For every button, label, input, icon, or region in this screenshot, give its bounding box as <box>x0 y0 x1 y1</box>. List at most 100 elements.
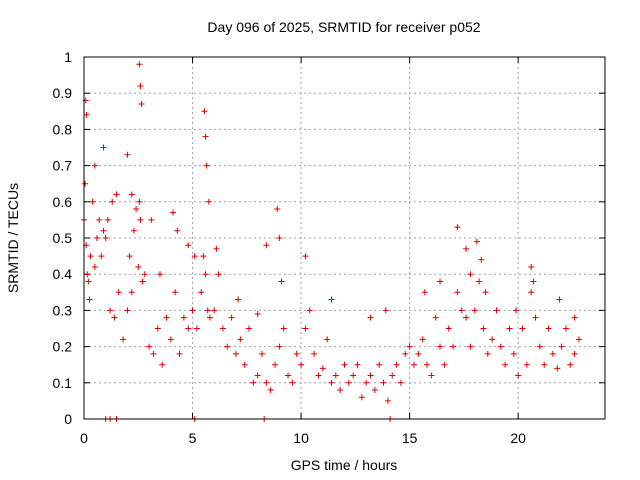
data-point <box>154 325 161 332</box>
y-tick-label: 0.1 <box>53 375 73 391</box>
y-tick-label: 0.7 <box>53 158 73 174</box>
data-point <box>278 278 285 285</box>
data-point <box>421 289 428 296</box>
data-point <box>554 365 561 372</box>
data-point <box>94 235 101 241</box>
data-point <box>130 227 137 234</box>
data-point <box>463 245 470 252</box>
data-point <box>128 191 135 198</box>
data-point <box>458 307 465 314</box>
x-tick-label: 20 <box>510 430 526 446</box>
data-point <box>245 325 252 332</box>
data-point <box>367 314 374 321</box>
y-tick-label: 0.6 <box>53 194 73 210</box>
data-point <box>272 361 279 368</box>
data-point <box>512 307 519 314</box>
data-point <box>519 325 526 332</box>
data-point <box>575 336 582 343</box>
data-point <box>358 394 365 401</box>
data-point <box>536 343 543 350</box>
data-point <box>274 206 281 213</box>
y-axis-label: SRMTID / TECUs <box>5 183 21 293</box>
data-point <box>250 379 257 386</box>
data-point <box>211 307 218 314</box>
data-point <box>185 325 192 332</box>
data-point <box>193 325 200 332</box>
x-tick-label: 10 <box>293 430 309 446</box>
data-point <box>241 361 248 368</box>
data-point <box>224 343 231 350</box>
data-point <box>415 350 422 357</box>
data-point <box>382 307 389 314</box>
data-point <box>254 372 261 379</box>
data-point <box>471 307 478 314</box>
data-point <box>198 289 205 296</box>
data-point <box>96 216 103 223</box>
data-point <box>204 307 211 314</box>
data-point <box>83 111 90 118</box>
data-point <box>324 336 331 343</box>
data-point <box>128 289 135 296</box>
data-point <box>441 361 448 368</box>
data-point <box>380 379 387 386</box>
data-point <box>91 263 98 270</box>
data-point <box>174 227 181 234</box>
x-tick-label: 15 <box>402 430 418 446</box>
y-tick-label: 0 <box>64 411 72 427</box>
data-point <box>532 314 539 321</box>
data-point <box>515 372 522 379</box>
data-point <box>213 245 220 252</box>
data-point <box>82 180 89 187</box>
data-point <box>467 343 474 350</box>
data-point <box>100 227 107 234</box>
data-point <box>126 253 133 260</box>
data-point <box>267 387 274 394</box>
data-point <box>445 325 452 332</box>
data-point <box>545 325 552 332</box>
data-point <box>489 336 496 343</box>
data-point <box>476 278 483 285</box>
data-point <box>276 343 283 350</box>
data-point <box>341 361 348 368</box>
data-point <box>85 278 92 285</box>
data-point <box>363 379 370 386</box>
data-point <box>523 361 530 368</box>
data-point <box>393 361 400 368</box>
data-point <box>354 361 361 368</box>
data-point <box>109 198 116 205</box>
data-point <box>562 325 569 332</box>
data-point <box>91 162 98 169</box>
data-point <box>437 343 444 350</box>
y-tick-label: 0.2 <box>53 339 73 355</box>
data-point <box>367 372 374 379</box>
data-point <box>146 343 153 350</box>
data-point <box>530 278 537 285</box>
data-point <box>528 289 535 296</box>
data-point <box>497 343 504 350</box>
data-point <box>484 350 491 357</box>
data-point <box>567 361 574 368</box>
data-point <box>98 253 105 260</box>
data-point <box>200 253 207 260</box>
data-point <box>141 271 148 278</box>
x-tick-label: 5 <box>189 430 197 446</box>
x-tick-label: 0 <box>80 430 88 446</box>
data-point <box>113 191 120 198</box>
data-point <box>406 343 413 350</box>
y-tick-label: 0.9 <box>53 85 73 101</box>
data-point <box>232 350 239 357</box>
data-point <box>189 307 196 314</box>
data-point <box>219 325 226 332</box>
data-point <box>124 151 131 158</box>
data-point <box>428 372 435 379</box>
data-point <box>302 325 309 332</box>
data-point <box>376 361 383 368</box>
chart-title: Day 096 of 2025, SRMTID for receiver p05… <box>207 19 480 35</box>
data-point <box>558 343 565 350</box>
data-point <box>311 350 318 357</box>
data-point <box>102 235 109 241</box>
data-point <box>202 271 209 278</box>
data-point <box>150 350 157 357</box>
data-point <box>473 238 480 245</box>
plot-frame <box>83 56 606 420</box>
